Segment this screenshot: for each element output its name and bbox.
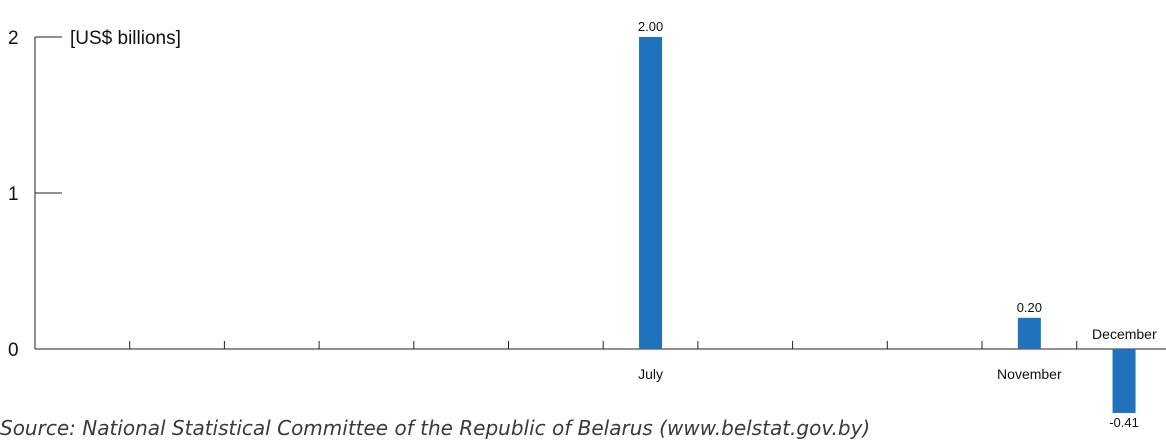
- category-label: July: [638, 366, 663, 382]
- unit-label: [US$ billions]: [70, 28, 181, 49]
- bars-group: [639, 37, 1136, 413]
- category-label: November: [997, 366, 1062, 382]
- bar-december: [1112, 349, 1136, 413]
- y-axis: 0 1 2 [US$ billions]: [8, 28, 181, 361]
- y-tick-label-2: 2: [8, 28, 19, 49]
- bar-july: [639, 37, 663, 349]
- labels-group: 2.00 July 0.20 November -0.41 December: [638, 19, 1157, 430]
- y-tick-label-1: 1: [8, 184, 19, 205]
- source-note: Source: National Statistical Committee o…: [0, 416, 871, 440]
- x-axis: [35, 341, 1166, 350]
- category-label: December: [1092, 326, 1157, 342]
- y-tick-label-0: 0: [8, 340, 19, 361]
- value-label: 0.20: [1017, 300, 1042, 315]
- value-label: -0.41: [1109, 415, 1139, 430]
- value-label: 2.00: [638, 19, 663, 34]
- bar-november: [1017, 317, 1041, 349]
